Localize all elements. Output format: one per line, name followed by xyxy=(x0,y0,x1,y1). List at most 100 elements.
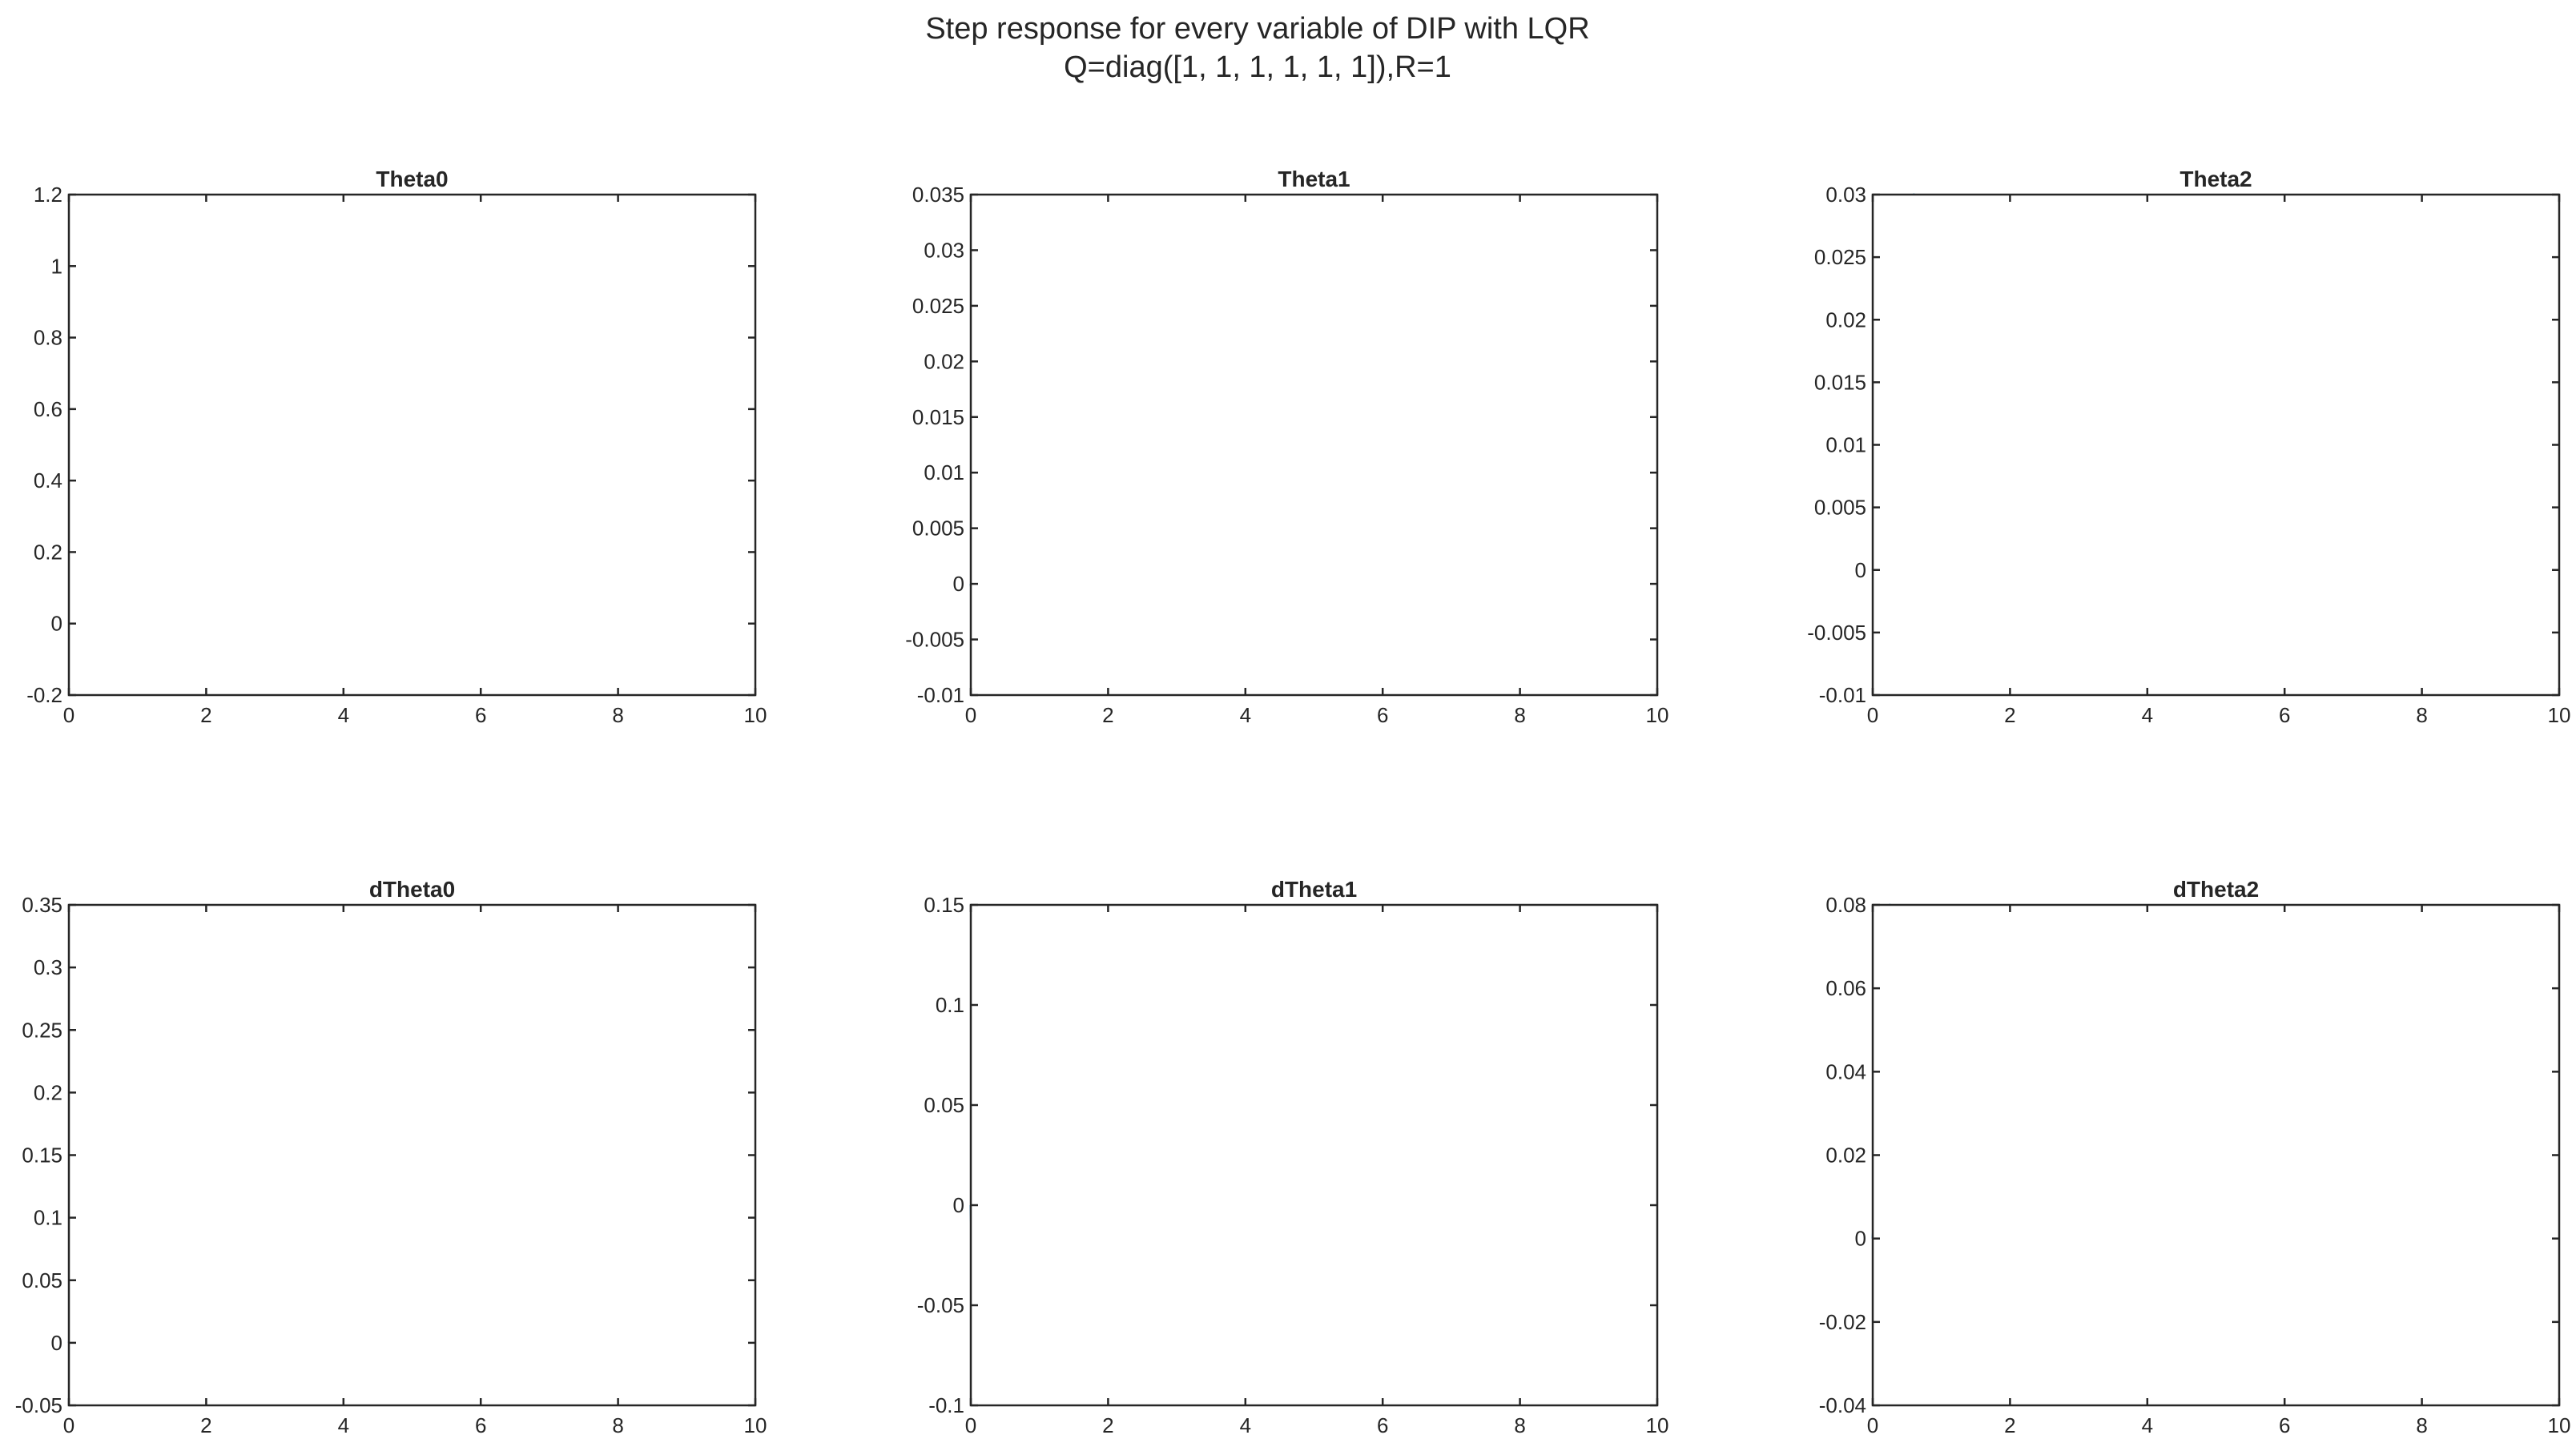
y-tick-label: 0.25 xyxy=(22,1018,62,1042)
figure-title-line1: Step response for every variable of DIP … xyxy=(925,12,1589,46)
axes-box xyxy=(969,903,1659,1407)
x-tick-label: 8 xyxy=(612,1413,623,1437)
x-tick-label: 2 xyxy=(200,703,211,727)
y-tick-label: 0.06 xyxy=(1825,976,1866,1000)
y-tick-label: -0.05 xyxy=(917,1293,964,1317)
y-tick-label: 0.15 xyxy=(924,893,964,917)
x-tick-label: 8 xyxy=(1514,703,1525,727)
y-tick-label: 0.05 xyxy=(22,1268,62,1292)
y-tick-label: -0.01 xyxy=(1819,683,1866,707)
x-tick-label: 0 xyxy=(965,1413,976,1437)
y-tick-label: -0.005 xyxy=(1807,621,1866,645)
y-tick-label: -0.01 xyxy=(917,683,964,707)
x-tick-label: 10 xyxy=(2548,703,2571,727)
y-tick-label: -0.1 xyxy=(928,1393,964,1417)
y-tick-label: 0.35 xyxy=(22,893,62,917)
subplot-dtheta2: 0 2 4 6 8 10 -0.04 -0.02 0 0.02 0.04 0.06 0.08 dTheta… xyxy=(1819,877,2571,1437)
subplot-theta2: 0 2 4 6 8 10 -0.01 -0.005 0 0.005 0.01 0.015 0.02 0.0… xyxy=(1807,167,2570,727)
x-tick-label: 6 xyxy=(2279,1413,2290,1437)
y-tick-label: 0.005 xyxy=(912,516,964,541)
y-tick-label: 0.15 xyxy=(22,1144,62,1168)
y-tick-label: 0.025 xyxy=(912,294,964,318)
y-tick-label: 1 xyxy=(51,254,62,278)
y-tick-label: 0.1 xyxy=(936,993,964,1017)
x-tick-label: 8 xyxy=(2416,1413,2427,1437)
subplot-title-dtheta0: dTheta0 xyxy=(369,877,455,902)
axes-box xyxy=(969,193,1659,697)
x-tick-label: 6 xyxy=(2279,703,2290,727)
y-tick-label: 0.015 xyxy=(912,405,964,429)
y-tick-label: -0.04 xyxy=(1819,1393,1866,1417)
x-tick-label: 2 xyxy=(1102,1413,1113,1437)
x-tick-label: 8 xyxy=(612,703,623,727)
y-tick-label: 0 xyxy=(1855,1227,1866,1251)
y-tick-label: -0.2 xyxy=(26,683,62,707)
y-tick-label: 0.02 xyxy=(1825,1144,1866,1168)
y-tick-label: 0.08 xyxy=(1825,893,1866,917)
subplot-title-theta1: Theta1 xyxy=(1278,167,1350,191)
y-tick-label: 0.035 xyxy=(912,183,964,207)
x-tick-label: 0 xyxy=(965,703,976,727)
subplot-dtheta1: 0 2 4 6 8 10 -0.1 -0.05 0 0.05 0.1 0.15 dTheta1 xyxy=(917,877,1669,1437)
x-tick-label: 10 xyxy=(2548,1413,2571,1437)
y-tick-label: 0.005 xyxy=(1814,496,1866,520)
x-tick-label: 2 xyxy=(1102,703,1113,727)
subplot-title-dtheta2: dTheta2 xyxy=(2173,877,2259,902)
y-tick-label: 0.01 xyxy=(1825,433,1866,457)
y-tick-label: 0.025 xyxy=(1814,245,1866,269)
y-tick-label: 0.8 xyxy=(34,326,62,350)
x-tick-label: 4 xyxy=(2142,703,2153,727)
x-tick-label: 2 xyxy=(200,1413,211,1437)
figure-title-line2: Q=diag([1, 1, 1, 1, 1, 1]),R=1 xyxy=(1064,50,1451,84)
y-tick-label: 0.03 xyxy=(1825,183,1866,207)
x-tick-label: 4 xyxy=(1240,703,1251,727)
x-tick-label: 10 xyxy=(1646,703,1669,727)
y-tick-label: 0.04 xyxy=(1825,1059,1866,1083)
subplot-title-theta2: Theta2 xyxy=(2180,167,2252,191)
y-tick-label: 0.2 xyxy=(34,540,62,564)
axes-box xyxy=(1871,903,2561,1407)
x-tick-label: 10 xyxy=(744,1413,767,1437)
y-tick-label: 1.2 xyxy=(34,183,62,207)
subplot-title-theta0: Theta0 xyxy=(376,167,448,191)
x-tick-label: 10 xyxy=(744,703,767,727)
y-tick-label: 0.2 xyxy=(34,1080,62,1104)
subplot-theta1: 0 2 4 6 8 10 -0.01 -0.005 0 0.005 0.01 0.015 0.02 0.0… xyxy=(905,167,1668,727)
x-tick-label: 6 xyxy=(475,1413,486,1437)
y-tick-label: 0 xyxy=(51,612,62,636)
x-tick-label: 6 xyxy=(1377,703,1388,727)
y-tick-label: 0.03 xyxy=(924,238,964,262)
subplot-title-dtheta1: dTheta1 xyxy=(1271,877,1357,902)
x-tick-label: 0 xyxy=(63,703,74,727)
y-tick-label: 0 xyxy=(953,572,964,596)
x-tick-label: 8 xyxy=(2416,703,2427,727)
x-tick-label: 0 xyxy=(1867,703,1878,727)
x-tick-label: 0 xyxy=(63,1413,74,1437)
x-tick-label: 2 xyxy=(2004,703,2015,727)
x-tick-label: 2 xyxy=(2004,1413,2015,1437)
y-tick-label: 0.02 xyxy=(924,349,964,373)
y-tick-label: 0 xyxy=(51,1331,62,1355)
y-tick-label: 0.3 xyxy=(34,955,62,979)
y-tick-label: -0.005 xyxy=(905,628,964,652)
y-tick-label: 0.05 xyxy=(924,1093,964,1117)
y-tick-label: 0.6 xyxy=(34,397,62,421)
axes-box xyxy=(1871,193,2561,697)
y-tick-label: 0 xyxy=(1855,558,1866,582)
y-tick-label: 0.02 xyxy=(1825,307,1866,332)
y-tick-label: 0 xyxy=(953,1193,964,1217)
x-tick-label: 6 xyxy=(475,703,486,727)
x-tick-label: 10 xyxy=(1646,1413,1669,1437)
x-tick-label: 8 xyxy=(1514,1413,1525,1437)
axes-box xyxy=(67,193,757,697)
y-tick-label: -0.05 xyxy=(15,1393,62,1417)
subplot-dtheta0: 0 2 4 6 8 10-0.0500.050.10.150.20.250.30.35dT… xyxy=(15,877,767,1437)
y-tick-label: 0.015 xyxy=(1814,370,1866,394)
x-tick-label: 4 xyxy=(338,703,349,727)
x-tick-label: 4 xyxy=(1240,1413,1251,1437)
y-tick-label: -0.02 xyxy=(1819,1310,1866,1334)
y-tick-label: 0.01 xyxy=(924,460,964,484)
axes-box xyxy=(67,903,757,1407)
